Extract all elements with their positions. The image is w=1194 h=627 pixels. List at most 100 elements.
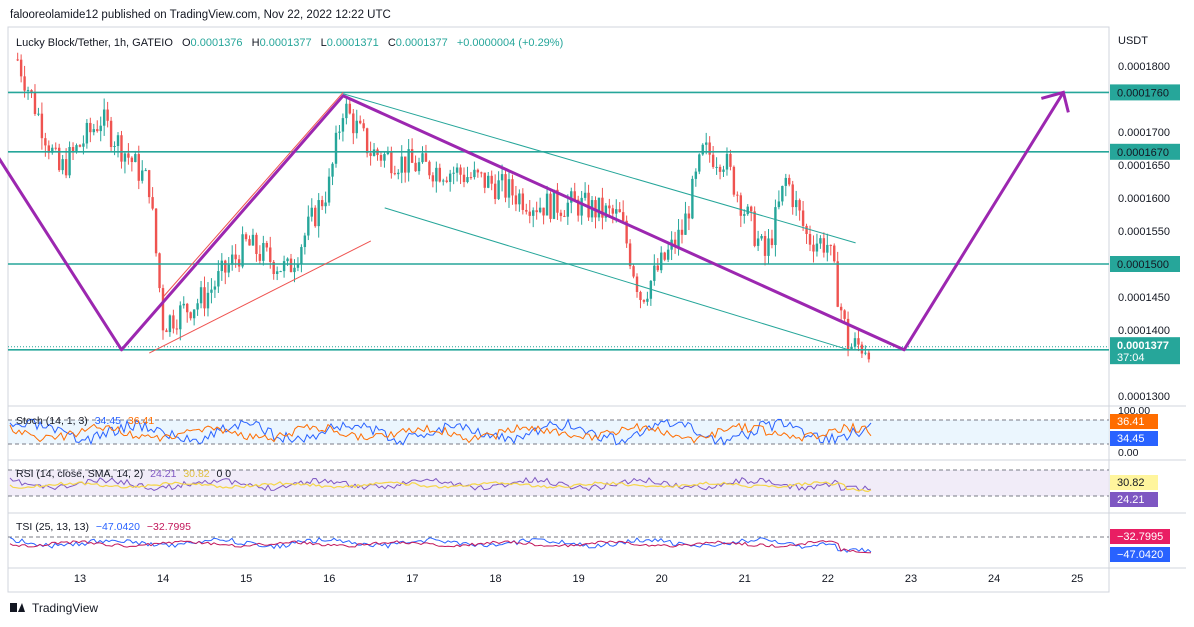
- candle-body: [480, 172, 483, 174]
- candle-body: [777, 201, 781, 208]
- candle-body: [47, 145, 51, 153]
- candle-body: [843, 310, 846, 319]
- candle-body: [611, 208, 614, 214]
- candle-body: [839, 306, 843, 311]
- candle-body: [635, 276, 639, 292]
- last-price-text: 0.0001377: [1117, 340, 1169, 352]
- tsi-signal-box: [1110, 529, 1170, 544]
- candle-body: [424, 153, 428, 162]
- candle-body: [168, 315, 172, 333]
- published-line: falooreolamide12 published on TradingVie…: [10, 9, 391, 21]
- rsi-value: 24.21: [150, 468, 176, 480]
- candle-body: [788, 177, 791, 185]
- candle-body: [317, 200, 320, 227]
- candle-body: [154, 208, 158, 254]
- candle-body: [421, 153, 424, 163]
- candle-body: [213, 286, 217, 290]
- price-level-box: [1110, 256, 1180, 272]
- rsi-sma-box: [1110, 475, 1158, 490]
- candle-body: [414, 162, 417, 172]
- logo-mark-triangle: [18, 603, 25, 612]
- tsi-box-text: −47.0420: [1117, 549, 1163, 561]
- stoch-k-box-text: 34.45: [1117, 433, 1145, 445]
- candle-body: [649, 280, 653, 299]
- candle-body: [487, 175, 490, 188]
- candle-body: [711, 154, 715, 167]
- candle-body: [196, 303, 199, 310]
- candle-body: [833, 245, 836, 262]
- candle-body: [279, 271, 282, 273]
- candle-body: [400, 156, 403, 173]
- candle-body: [601, 197, 604, 218]
- candle-body: [511, 179, 514, 196]
- candle-body: [462, 174, 466, 183]
- candle-body: [189, 312, 192, 319]
- last-price-box: [1110, 337, 1180, 365]
- candle-body: [435, 167, 438, 182]
- candle-body: [116, 135, 120, 147]
- candle-body: [822, 238, 826, 253]
- candle-body: [96, 129, 99, 132]
- stoch-k-value: 34.45: [95, 415, 121, 427]
- candle-body: [345, 103, 348, 119]
- price-level-box-text: 0.0001670: [1117, 147, 1169, 159]
- candle-body: [632, 266, 635, 277]
- candle-body: [175, 328, 179, 330]
- stoch-scale-bottom: 0.00: [1118, 447, 1139, 459]
- candle-body: [106, 109, 109, 121]
- candle-body: [500, 174, 504, 181]
- candle-body: [331, 163, 334, 177]
- candle-body: [206, 292, 210, 309]
- tsi-signal-line: [9, 540, 872, 554]
- time-tick-label: 23: [905, 573, 917, 585]
- candle-body: [23, 76, 26, 91]
- candle-body: [663, 252, 666, 260]
- time-tick-label: 22: [822, 573, 834, 585]
- candle-body: [393, 173, 397, 175]
- price-level-labels: 0.00017600.00016700.00015000.00013700.00…: [1110, 84, 1180, 365]
- candle-body: [355, 120, 358, 134]
- candle-body: [348, 103, 352, 114]
- candle-body: [383, 154, 386, 161]
- candle-body: [722, 169, 725, 172]
- candle-body: [265, 242, 268, 248]
- ascending-channel-upper: [162, 92, 344, 298]
- candle-body: [597, 197, 601, 218]
- candle-body: [867, 352, 871, 360]
- price-tick-label: 0.0001650: [1118, 160, 1170, 172]
- candle-body: [442, 180, 445, 182]
- time-tick-label: 15: [240, 573, 252, 585]
- candle-body: [846, 318, 850, 350]
- candle-body: [19, 59, 23, 77]
- candle-body: [729, 153, 732, 167]
- candle-body: [532, 210, 535, 216]
- stoch-d-value: 36.41: [128, 415, 154, 427]
- tsi-line: [9, 537, 872, 554]
- candle-body: [715, 166, 718, 168]
- descending-channel-lower: [384, 207, 849, 351]
- rsi-box-text: 24.21: [1117, 494, 1145, 506]
- candlestick-series: [16, 52, 871, 363]
- candle-body: [57, 147, 61, 171]
- candle-body: [210, 289, 213, 293]
- candle-body: [618, 209, 621, 213]
- rsi-legend: RSI (14, close, SMA, 14, 2) 24.21 30.82 …: [16, 468, 231, 480]
- rsi-sma-line: [9, 481, 872, 493]
- candle-body: [37, 113, 40, 115]
- candle-body: [621, 212, 625, 221]
- price-tick-label: 0.0001450: [1118, 292, 1170, 304]
- tsi-signal-value: −32.7995: [147, 521, 191, 533]
- candle-body: [466, 177, 469, 183]
- candle-body: [563, 215, 566, 217]
- candle-body: [725, 153, 729, 170]
- trend-drawings: [0, 90, 1070, 354]
- candle-body: [459, 167, 462, 175]
- time-tick-label: 14: [157, 573, 169, 585]
- candle-body: [68, 147, 71, 176]
- candle-body: [490, 175, 493, 184]
- tradingview-logo: TradingView: [10, 601, 98, 615]
- candle-body: [127, 153, 130, 158]
- candle-body: [666, 249, 670, 260]
- legend-change: +0.0000004 (+0.29%): [457, 37, 563, 49]
